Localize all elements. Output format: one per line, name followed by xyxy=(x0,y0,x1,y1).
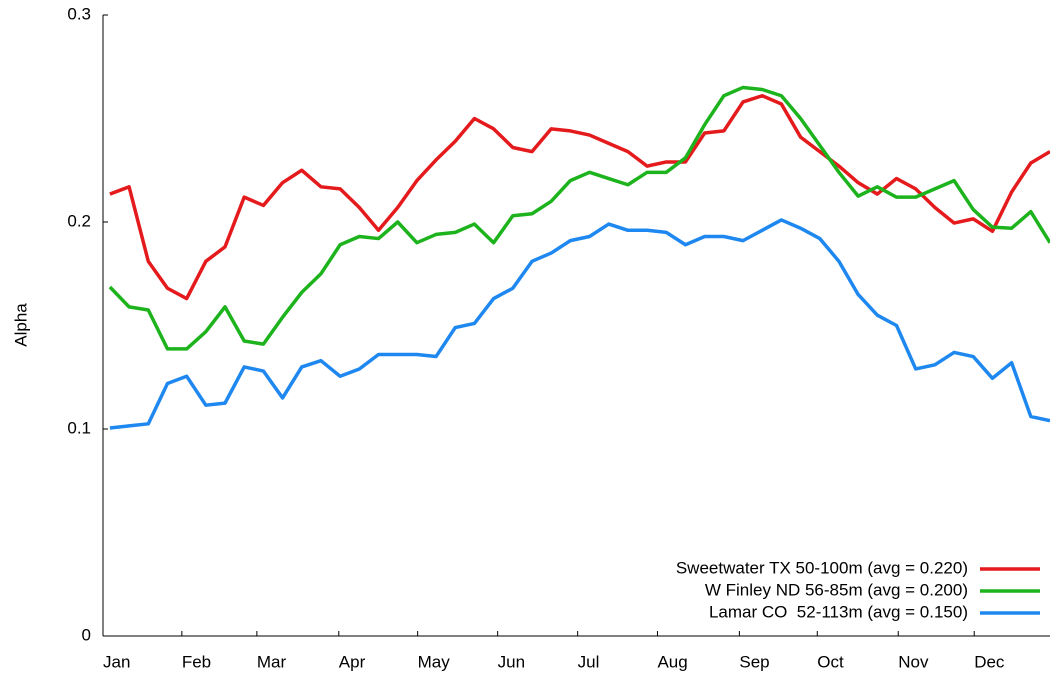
x-tick-label: Mar xyxy=(257,652,287,671)
legend-label: Lamar CO 52-113m (avg = 0.150) xyxy=(709,602,968,621)
x-tick-label: Jun xyxy=(498,652,525,671)
y-tick-label: 0.3 xyxy=(67,4,91,23)
x-tick-label: May xyxy=(418,652,451,671)
y-tick-label: 0.2 xyxy=(67,211,91,230)
x-tick-label: Feb xyxy=(182,652,211,671)
x-tick-label: Dec xyxy=(974,652,1005,671)
x-tick-label: Nov xyxy=(898,652,929,671)
y-tick-label: 0 xyxy=(82,625,91,644)
y-tick-label: 0.1 xyxy=(67,418,91,437)
series-line xyxy=(109,93,1050,301)
y-axis-label: Alpha xyxy=(11,303,30,347)
x-tick-label: Oct xyxy=(817,652,844,671)
x-tick-label: Jan xyxy=(103,652,130,671)
series-line xyxy=(108,85,1050,351)
x-tick-label: Apr xyxy=(339,652,366,671)
x-tick-label: Aug xyxy=(657,652,687,671)
series-line xyxy=(109,218,1050,430)
x-tick-label: Sep xyxy=(739,652,769,671)
legend-label: Sweetwater TX 50-100m (avg = 0.220) xyxy=(676,558,968,577)
legend-label: W Finley ND 56-85m (avg = 0.200) xyxy=(705,580,968,599)
x-tick-label: Jul xyxy=(578,652,600,671)
